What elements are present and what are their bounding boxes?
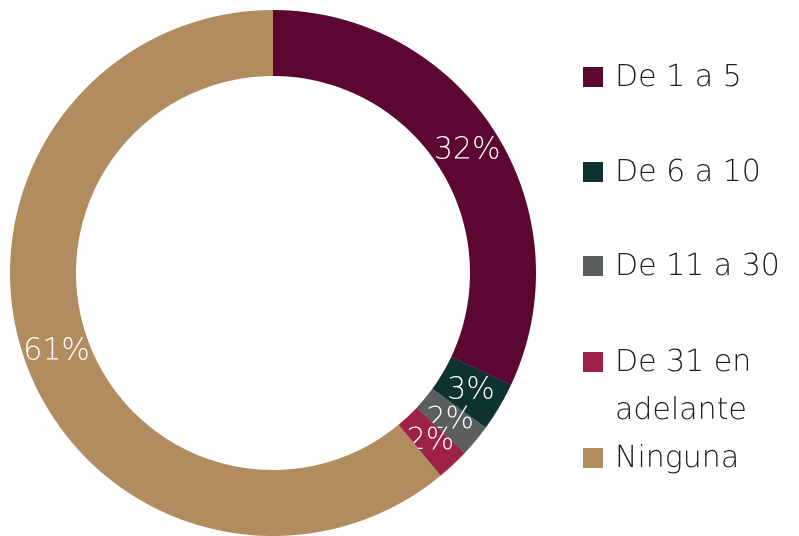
- slice: [273, 10, 536, 385]
- legend-label: De 11 a 30: [615, 248, 780, 283]
- data-label: 32%: [434, 131, 501, 166]
- legend-label: De 31 en adelante: [615, 344, 752, 427]
- data-label: 3%: [447, 372, 495, 407]
- legend-swatch: [583, 448, 603, 468]
- legend-label: Ninguna: [615, 440, 740, 475]
- legend-label: De 6 a 10: [615, 154, 761, 189]
- slice: [432, 356, 511, 428]
- legend-swatch: [583, 256, 603, 276]
- legend-item: De 6 a 10: [583, 148, 793, 196]
- slice: [9, 10, 441, 536]
- legend-item: De 1 a 5: [583, 53, 793, 101]
- slice: [416, 388, 486, 454]
- legend-item: Ninguna: [583, 434, 793, 482]
- legend-item: De 31 en adelante: [583, 338, 793, 434]
- legend-swatch: [583, 67, 603, 87]
- data-label: 61%: [23, 332, 90, 367]
- legend-item: De 11 a 30: [583, 242, 793, 290]
- legend-swatch: [583, 352, 603, 372]
- legend-swatch: [583, 162, 603, 182]
- legend-label: De 1 a 5: [615, 59, 742, 94]
- slice: [398, 407, 465, 476]
